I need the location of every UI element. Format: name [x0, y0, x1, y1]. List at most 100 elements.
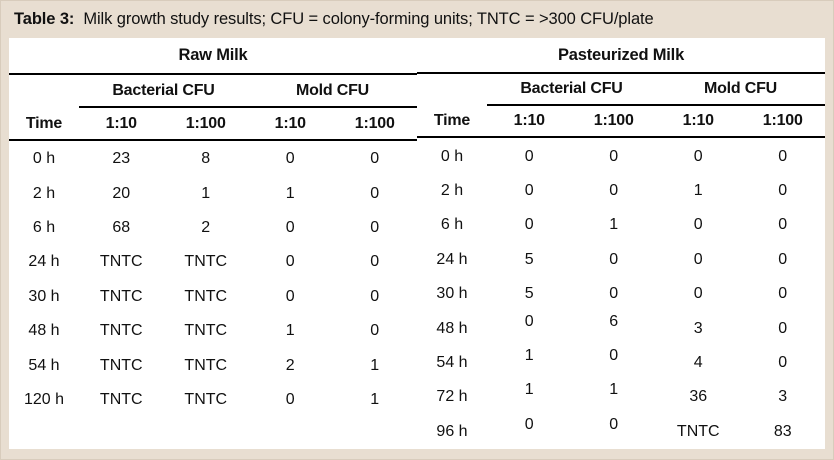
pasteurized-milk-table: Pasteurized Milk Bacterial CFU Mold CFU … [417, 38, 825, 449]
value-cell: 0 [524, 415, 534, 433]
column-header-row: Time 1:10 1:100 1:10 1:100 [9, 108, 417, 141]
value-cell: 0 [778, 319, 788, 337]
value-cell: 0 [285, 390, 295, 408]
value-cell: 0 [285, 218, 295, 236]
value-cell: 0 [778, 182, 788, 200]
time-cell: 0 h [440, 147, 464, 165]
value-cell: 5 [524, 285, 534, 303]
table-row: 0 h 23 8 0 0 [9, 142, 417, 176]
value-cell: 1 [370, 390, 380, 408]
value-cell: TNTC [184, 322, 228, 340]
column-header-bacterial-1-10: 1:10 [513, 112, 545, 130]
table-row: 30 h 5 0 0 0 [417, 277, 825, 311]
time-cell: 48 h [28, 322, 60, 340]
value-cell: TNTC [184, 287, 228, 305]
value-cell: 23 [112, 150, 131, 168]
table-row: 6 h 0 1 0 0 [417, 208, 825, 242]
value-cell: 0 [370, 218, 380, 236]
value-cell: 0 [370, 253, 380, 271]
time-cell: 6 h [440, 216, 464, 234]
value-cell: 1 [285, 322, 295, 340]
table-row: 54 h 1 0 4 0 [417, 346, 825, 380]
group-header-pasteurized-milk: Pasteurized Milk [417, 38, 825, 75]
column-header-mold-1-100: 1:100 [762, 112, 803, 130]
value-cell: 68 [112, 218, 131, 236]
column-header-mold-1-10: 1:10 [682, 112, 714, 130]
time-cell: 6 h [32, 218, 56, 236]
value-cell: 0 [524, 312, 534, 330]
table-row: 0 h 0 0 0 0 [417, 139, 825, 173]
value-cell: 36 [689, 388, 708, 406]
table-row: 48 h TNTC TNTC 1 0 [9, 314, 417, 348]
time-cell: 24 h [436, 250, 468, 268]
table-row: 54 h TNTC TNTC 2 1 [9, 348, 417, 382]
value-cell: 0 [778, 147, 788, 165]
value-cell: 0 [285, 253, 295, 271]
subheader-mold-cfu: Mold CFU [248, 75, 417, 108]
table-row: 6 h 68 2 0 0 [9, 211, 417, 245]
value-cell: 0 [524, 182, 534, 200]
value-cell: 1 [524, 381, 534, 399]
value-cell: 1 [370, 356, 380, 374]
subheader-row: Bacterial CFU Mold CFU [417, 74, 825, 107]
value-cell: 0 [285, 287, 295, 305]
value-cell: 0 [524, 216, 534, 234]
data-rows: 0 h 23 8 0 0 2 h 20 1 1 0 6 h 68 2 0 0 24 h TNTC TNTC 0 0 30… [9, 141, 417, 449]
value-cell: TNTC [676, 422, 720, 440]
value-cell: 20 [112, 184, 131, 202]
value-cell: 1 [609, 216, 619, 234]
table-row: 2 h 20 1 1 0 [9, 176, 417, 210]
table-row: 24 h 5 0 0 0 [417, 243, 825, 277]
value-cell: 0 [609, 250, 619, 268]
value-cell: 0 [693, 216, 703, 234]
column-header-bacterial-1-10: 1:10 [105, 114, 137, 132]
subheader-row: Bacterial CFU Mold CFU [9, 75, 417, 108]
table-caption-label: Table 3: [14, 10, 75, 28]
value-cell: 0 [285, 150, 295, 168]
table-caption-text: Milk growth study results; CFU = colony-… [83, 10, 654, 28]
value-cell: TNTC [184, 253, 228, 271]
value-cell: TNTC [99, 322, 143, 340]
column-header-time: Time [25, 114, 63, 132]
column-header-time: Time [433, 112, 471, 130]
subheader-bacterial-cfu: Bacterial CFU [79, 75, 248, 108]
table-row: 2 h 0 0 1 0 [417, 174, 825, 208]
group-header-raw-milk: Raw Milk [9, 38, 417, 75]
value-cell: 1 [609, 381, 619, 399]
time-cell: 2 h [440, 182, 464, 200]
value-cell: 0 [609, 285, 619, 303]
time-cell: 24 h [28, 253, 60, 271]
value-cell: 0 [778, 216, 788, 234]
value-cell: 0 [609, 415, 619, 433]
value-cell: 0 [370, 287, 380, 305]
value-cell: TNTC [99, 390, 143, 408]
raw-milk-table: Raw Milk Bacterial CFU Mold CFU Time 1:1… [9, 38, 417, 449]
column-header-mold-1-10: 1:10 [274, 114, 306, 132]
value-cell: 0 [778, 285, 788, 303]
table-row: 96 h 0 0 TNTC 83 [417, 415, 825, 449]
time-cell: 30 h [28, 287, 60, 305]
time-cell: 120 h [23, 390, 65, 408]
column-header-mold-1-100: 1:100 [354, 114, 395, 132]
column-header-bacterial-1-100: 1:100 [593, 112, 634, 130]
value-cell: 0 [693, 147, 703, 165]
time-cell: 54 h [28, 356, 60, 374]
value-cell: 2 [285, 356, 295, 374]
time-cell: 48 h [436, 319, 468, 337]
table-row: 120 h TNTC TNTC 0 1 [9, 383, 417, 417]
time-cell: 72 h [436, 388, 468, 406]
value-cell: 6 [609, 312, 619, 330]
value-cell: 0 [778, 250, 788, 268]
value-cell: 5 [524, 250, 534, 268]
value-cell: 0 [609, 182, 619, 200]
subheader-mold-cfu: Mold CFU [656, 74, 825, 107]
column-header-row: Time 1:10 1:100 1:10 1:100 [417, 106, 825, 139]
value-cell: 3 [778, 388, 788, 406]
value-cell: 1 [201, 184, 211, 202]
table-row: 30 h TNTC TNTC 0 0 [9, 280, 417, 314]
value-cell: 0 [693, 250, 703, 268]
value-cell: 1 [285, 184, 295, 202]
value-cell: TNTC [184, 356, 228, 374]
value-cell: TNTC [184, 390, 228, 408]
